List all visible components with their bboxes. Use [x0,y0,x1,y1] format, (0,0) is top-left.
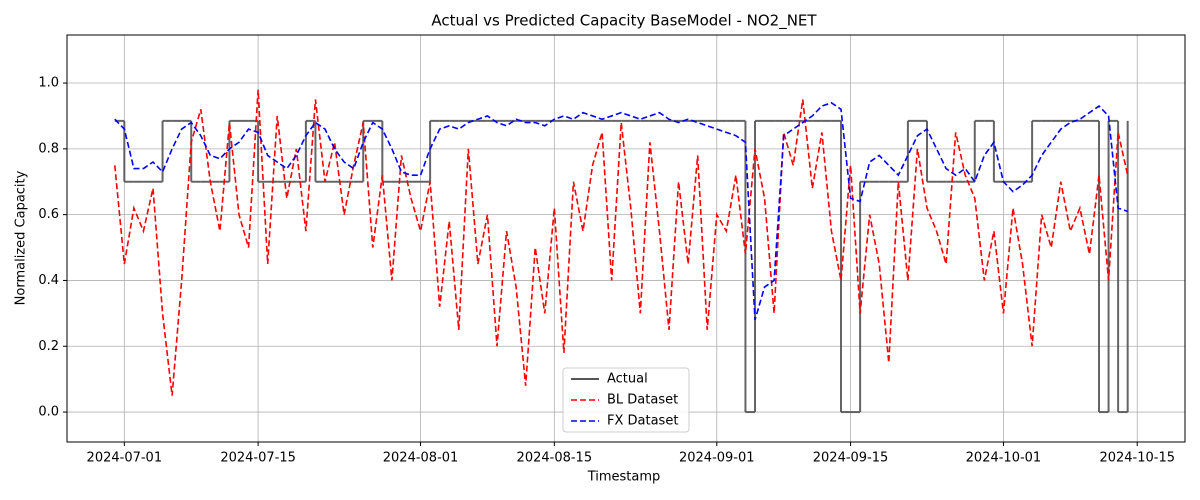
y-axis-label: Normalized Capacity [14,170,29,305]
x-tick-label: 2024-10-01 [966,451,1042,466]
x-tick-label: 2024-08-01 [383,451,459,466]
x-tick-label: 2024-08-15 [517,451,593,466]
x-tick-label: 2024-09-01 [679,451,755,466]
y-tick-label: 0.8 [38,141,59,156]
series-line [113,89,1129,396]
plot-frame [66,34,1186,443]
legend-label: Actual [607,372,648,387]
y-tick-label: 0.0 [38,405,59,420]
y-tick-label: 0.6 [38,207,59,222]
y-tick-label: 0.2 [38,339,59,354]
x-axis-label: Timestamp [587,470,661,485]
legend-box [562,367,690,433]
x-tick-label: 2024-07-01 [87,451,163,466]
y-tick-label: 1.0 [38,76,59,91]
y-tick-label: 0.4 [38,273,59,288]
series-line [114,101,1128,321]
x-tick-label: 2024-09-15 [813,451,889,466]
x-tick-label: 2024-10-15 [1099,451,1175,466]
chart-title: Actual vs Predicted Capacity BaseModel -… [431,12,817,31]
legend-label: FX Dataset [607,414,678,429]
legend-label: BL Dataset [607,393,678,408]
x-tick-label: 2024-07-15 [220,451,296,466]
legend: Actual BL Dataset FX Dataset [562,367,690,433]
